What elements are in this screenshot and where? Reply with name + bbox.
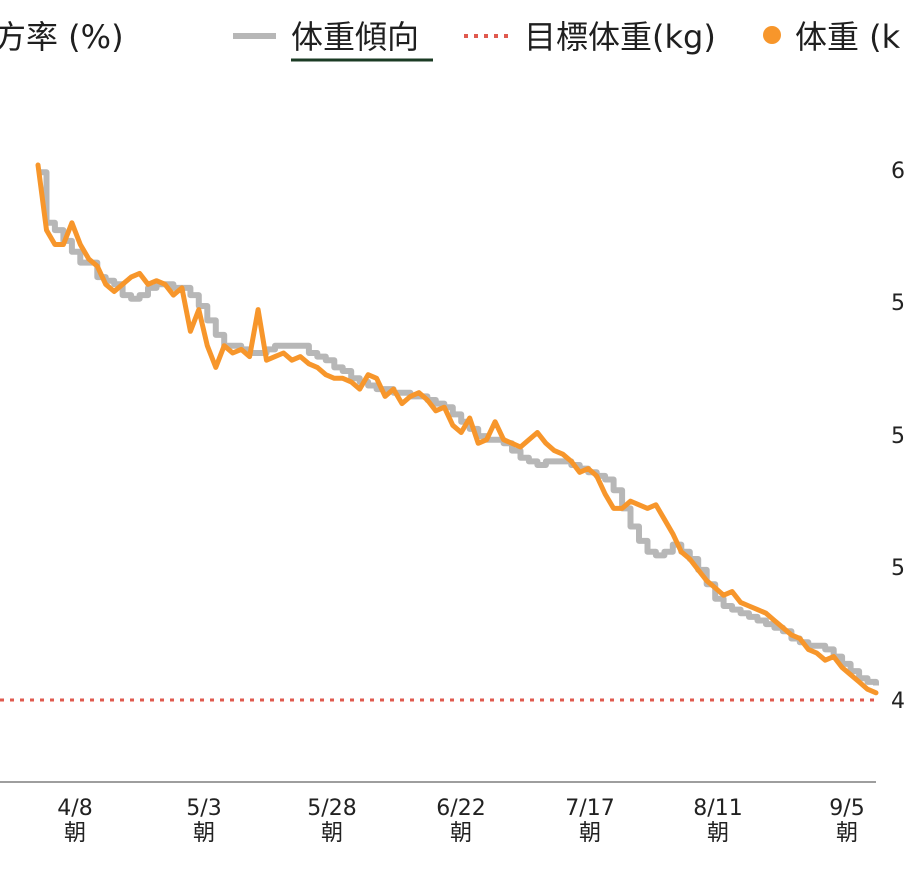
legend: 方率 (%) 体重傾向 目標体重(kg) 体重 (k	[0, 18, 901, 62]
y-tick-label: 5	[891, 291, 904, 316]
y-tick-labels: 6 5 5 5 4	[891, 159, 904, 714]
x-tick-date-label: 5/28	[307, 796, 356, 821]
legend-weight-swatch	[763, 26, 781, 44]
legend-partial-left-label: 方率 (%)	[0, 18, 124, 56]
legend-goal-label[interactable]: 目標体重(kg)	[524, 18, 716, 56]
x-tick-sub-label: 朝	[193, 821, 215, 846]
weight-line	[35, 162, 879, 696]
y-tick-label: 5	[891, 556, 904, 581]
x-tick-date-label: 9/5	[829, 796, 864, 821]
x-tick-sub-label: 朝	[64, 821, 86, 846]
x-tick-sub-label: 朝	[836, 821, 858, 846]
legend-trend-label[interactable]: 体重傾向	[291, 18, 419, 56]
x-tick-date-label: 5/3	[186, 796, 221, 821]
plot-area	[0, 162, 879, 783]
x-tick-date-label: 4/8	[57, 796, 92, 821]
y-tick-label: 5	[891, 424, 904, 449]
legend-weight-label[interactable]: 体重 (k	[795, 18, 901, 56]
y-tick-label: 6	[891, 159, 904, 184]
x-tick-sub-label: 朝	[450, 821, 472, 846]
x-tick-date-label: 8/11	[693, 796, 742, 821]
y-tick-label: 4	[891, 689, 904, 714]
x-tick-date-label: 7/17	[565, 796, 614, 821]
x-tick-date-label: 6/22	[436, 796, 485, 821]
weight-line-layer	[35, 162, 879, 696]
x-tick-sub-label: 朝	[707, 821, 729, 846]
x-tick-sub-label: 朝	[579, 821, 601, 846]
x-tick-sub-label: 朝	[321, 821, 343, 846]
